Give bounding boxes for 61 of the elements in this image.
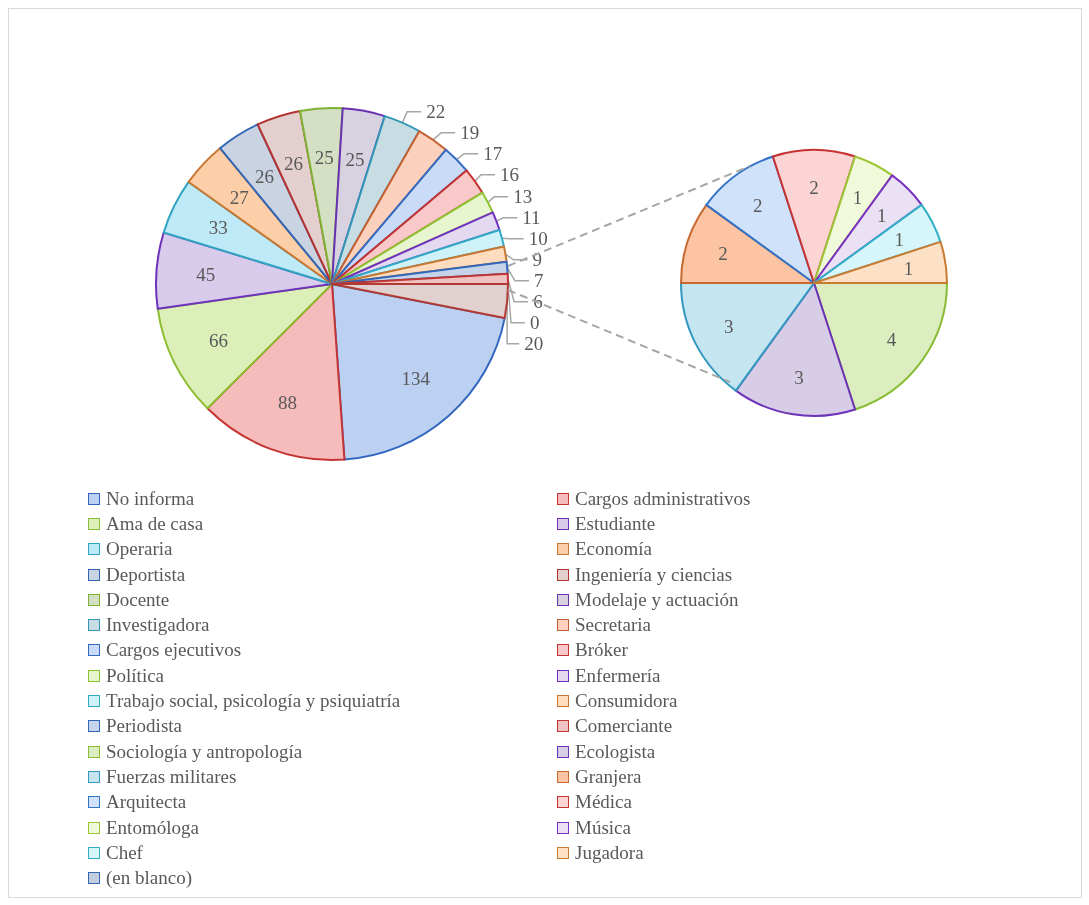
- data-label: 26: [283, 152, 303, 174]
- data-label: 1: [894, 229, 905, 251]
- legend-label: Fuerzas militares: [106, 765, 237, 788]
- data-label: 26: [254, 166, 274, 188]
- text: 0: [529, 312, 540, 334]
- legend-label: Modelaje y actuación: [575, 588, 739, 611]
- legend-label: Chef: [106, 841, 143, 864]
- legend-label: Estudiante: [575, 512, 656, 535]
- data-label: 33: [208, 217, 228, 239]
- legend-label: Cargos administrativos: [575, 487, 751, 510]
- legend-label: Cargos ejecutivos: [106, 639, 242, 662]
- legend-label: Granjera: [575, 765, 642, 788]
- legend-label: Ama de casa: [106, 512, 204, 535]
- data-label: 1: [876, 204, 887, 226]
- legend-label: Secretaria: [575, 614, 651, 637]
- legend-label: Periodista: [106, 715, 182, 738]
- legend-label: Ecologista: [575, 740, 656, 763]
- data-label: 134: [401, 368, 431, 390]
- data-label: 27: [229, 187, 249, 209]
- legend-label: Comerciante: [575, 715, 673, 738]
- data-label: 20: [524, 333, 544, 355]
- legend-label: Ingeniería y ciencias: [575, 563, 733, 586]
- data-label: 2: [809, 176, 819, 198]
- data-label: 13: [513, 186, 533, 208]
- data-label: 25: [314, 147, 334, 169]
- data-label: 88: [278, 392, 298, 414]
- legend-label: Entomóloga: [106, 816, 199, 839]
- legend-label: Jugadora: [575, 841, 644, 864]
- data-label: 3: [723, 315, 734, 337]
- data-label: 10: [528, 228, 548, 250]
- data-label: 3: [794, 367, 804, 389]
- legend-label: No informa: [106, 487, 195, 510]
- data-label: 2: [718, 242, 728, 264]
- data-label: 45: [196, 263, 216, 285]
- data-label: 1: [852, 187, 863, 209]
- legend-label: Política: [106, 664, 165, 687]
- data-label: 7: [533, 270, 544, 292]
- data-label: 11: [522, 207, 541, 229]
- data-label: 4: [886, 328, 897, 350]
- legend-label: Música: [575, 816, 631, 839]
- data-label: 19: [460, 122, 480, 144]
- data-label: 22: [426, 101, 446, 123]
- legend-label: Arquitecta: [106, 791, 187, 814]
- legend-label: Médica: [575, 791, 632, 814]
- legend-label: Sociología y antropología: [106, 740, 303, 763]
- legend-label: Investigadora: [106, 614, 210, 637]
- legend-label: Consumidora: [575, 690, 678, 713]
- legend-label: Enfermería: [575, 664, 661, 687]
- legend-label: (en blanco): [106, 867, 192, 890]
- data-label: 66: [209, 330, 229, 352]
- legend-label: Bróker: [575, 639, 628, 662]
- legend-label: Operaria: [106, 538, 173, 561]
- data-label: 16: [499, 164, 519, 186]
- data-label: 2: [752, 195, 763, 217]
- legend-label: Economía: [575, 538, 653, 561]
- legend-label: Docente: [106, 588, 170, 611]
- data-label: 1: [903, 257, 914, 279]
- legend-label: Trabajo social, psicología y psiquiatría: [106, 690, 401, 713]
- data-label: 25: [345, 148, 365, 170]
- data-label: 17: [483, 143, 503, 165]
- legend-label: Deportista: [106, 563, 186, 586]
